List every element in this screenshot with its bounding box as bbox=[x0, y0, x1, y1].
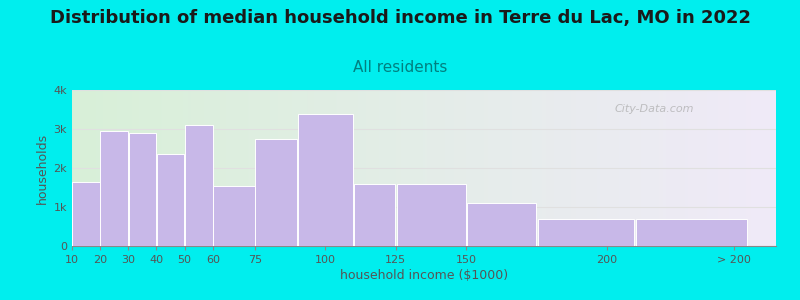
Text: Distribution of median household income in Terre du Lac, MO in 2022: Distribution of median household income … bbox=[50, 9, 750, 27]
Bar bbox=[636, 219, 746, 246]
Bar bbox=[538, 219, 634, 246]
Bar bbox=[185, 125, 213, 246]
Bar bbox=[467, 203, 536, 246]
Bar bbox=[298, 114, 353, 246]
Bar bbox=[255, 139, 297, 246]
Bar bbox=[397, 184, 466, 246]
Bar bbox=[214, 185, 254, 246]
Bar bbox=[157, 154, 184, 246]
Bar bbox=[354, 184, 395, 246]
Text: City-Data.com: City-Data.com bbox=[614, 104, 694, 114]
Bar bbox=[72, 182, 100, 246]
Y-axis label: households: households bbox=[36, 132, 50, 204]
X-axis label: household income ($1000): household income ($1000) bbox=[340, 269, 508, 282]
Bar bbox=[101, 131, 128, 246]
Bar bbox=[129, 133, 156, 246]
Text: All residents: All residents bbox=[353, 60, 447, 75]
